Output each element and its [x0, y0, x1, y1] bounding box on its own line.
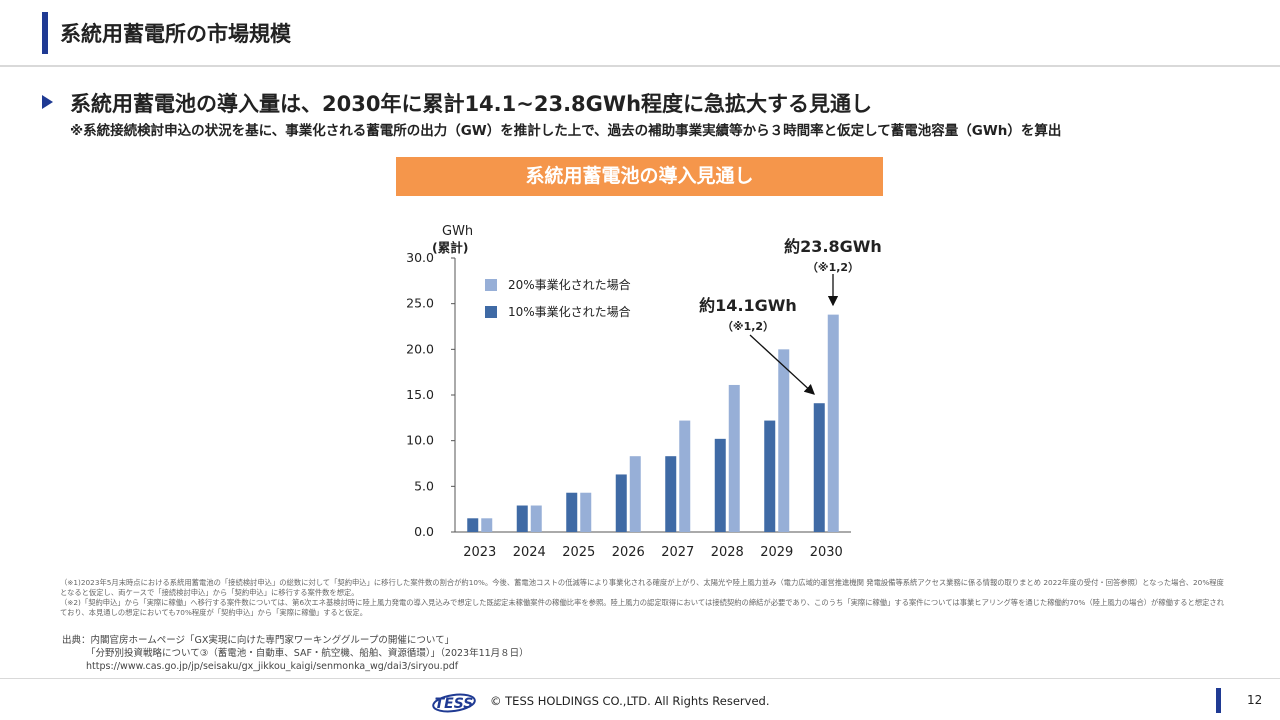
page-number-accent-bar [1216, 688, 1221, 713]
y-axis-unit-sub: (累計) [432, 240, 468, 255]
x-tick-label-2028: 2028 [711, 545, 744, 560]
x-tick-label-2025: 2025 [562, 545, 595, 560]
y-tick-label: 10.0 [406, 433, 434, 448]
bar-2030-10pct [813, 403, 825, 532]
copyright: © TESS HOLDINGS CO.,LTD. All Rights Rese… [490, 694, 770, 708]
legend-swatch-10pct [485, 306, 497, 318]
footnote-1: （※1)2023年5月末時点における系統用蓄電池の「接続検討申込」の総数に対して… [60, 578, 1224, 597]
legend-swatch-20pct [485, 279, 497, 291]
y-tick-label: 20.0 [406, 341, 434, 356]
chart-banner: 系統用蓄電池の導入見通し [396, 157, 883, 196]
method-note: ※系統接続検討申込の状況を基に、事業化される蓄電所の出力（GW）を推計した上で、… [70, 123, 1062, 139]
source-line-1: 出典：内閣官房ホームページ「GX実現に向けた専門家ワーキンググループの開催につい… [62, 635, 455, 646]
bar-2023-10pct [467, 518, 479, 532]
bar-2030-20pct [827, 314, 839, 532]
footnotes: （※1)2023年5月末時点における系統用蓄電池の「接続検討申込」の総数に対して… [60, 578, 1230, 618]
y-tick-label: 30.0 [406, 250, 434, 265]
logo-text: TESS [435, 696, 474, 712]
source-line-2: 「分野別投資戦略について③（蓄電池・自動車、SAF・航空機、船舶、資源循環）」（… [86, 648, 529, 659]
bar-2023-20pct [481, 518, 493, 532]
bar-2027-20pct [679, 420, 691, 532]
y-axis-unit: GWh [442, 224, 473, 239]
bar-2024-10pct [516, 505, 528, 532]
annotation-arrow-10pct [749, 334, 815, 395]
bar-2025-10pct [566, 492, 578, 532]
x-tick-label-2030: 2030 [810, 545, 843, 560]
bar-2028-20pct [728, 384, 740, 532]
bar-2029-10pct [764, 420, 776, 532]
title-accent-bar [42, 12, 48, 54]
tess-logo: TESS [432, 693, 476, 713]
bar-2028-10pct [714, 438, 726, 532]
y-tick-label: 25.0 [406, 296, 434, 311]
annotation-2030-20pct-value: 約23.8GWh [784, 237, 882, 256]
annotation-2030-10pct-value: 約14.1GWh [699, 296, 797, 315]
bar-2029-20pct [778, 349, 790, 532]
x-tick-label-2029: 2029 [760, 545, 793, 560]
bar-2026-20pct [629, 456, 641, 532]
footnote-2: （※2)「契約申込」から「実際に稼働」へ移行する案件数については、第6次エネ基検… [60, 598, 1225, 617]
bar-2025-20pct [580, 492, 592, 532]
annotation-2030-10pct-note: （※1,2） [722, 320, 774, 333]
x-tick-label-2024: 2024 [513, 545, 546, 560]
page-title: 系統用蓄電所の市場規模 [60, 22, 291, 46]
x-tick-label-2023: 2023 [463, 545, 496, 560]
legend-label-10pct: 10%事業化された場合 [508, 304, 631, 319]
legend-label-20pct: 20%事業化された場合 [508, 277, 631, 292]
x-tick-label-2026: 2026 [612, 545, 645, 560]
y-tick-label: 5.0 [414, 478, 434, 493]
footer-divider [0, 678, 1280, 679]
headline: 系統用蓄電池の導入量は、2030年に累計14.1~23.8GWh程度に急拡大する… [70, 92, 873, 116]
bar-2026-10pct [615, 474, 627, 532]
bullet-triangle-icon [42, 95, 53, 109]
annotation-2030-20pct-note: （※1,2） [807, 261, 859, 274]
y-tick-label: 15.0 [406, 387, 434, 402]
x-tick-label-2027: 2027 [661, 545, 694, 560]
title-divider [0, 65, 1280, 67]
bar-2024-20pct [530, 505, 542, 532]
page-number: 12 [1247, 693, 1263, 707]
source-citation: 出典：内閣官房ホームページ「GX実現に向けた専門家ワーキンググループの開催につい… [62, 634, 529, 673]
source-url: https://www.cas.go.jp/jp/seisaku/gx_jikk… [86, 661, 459, 672]
y-tick-label: 0.0 [414, 524, 434, 539]
bar-2027-10pct [665, 456, 677, 532]
